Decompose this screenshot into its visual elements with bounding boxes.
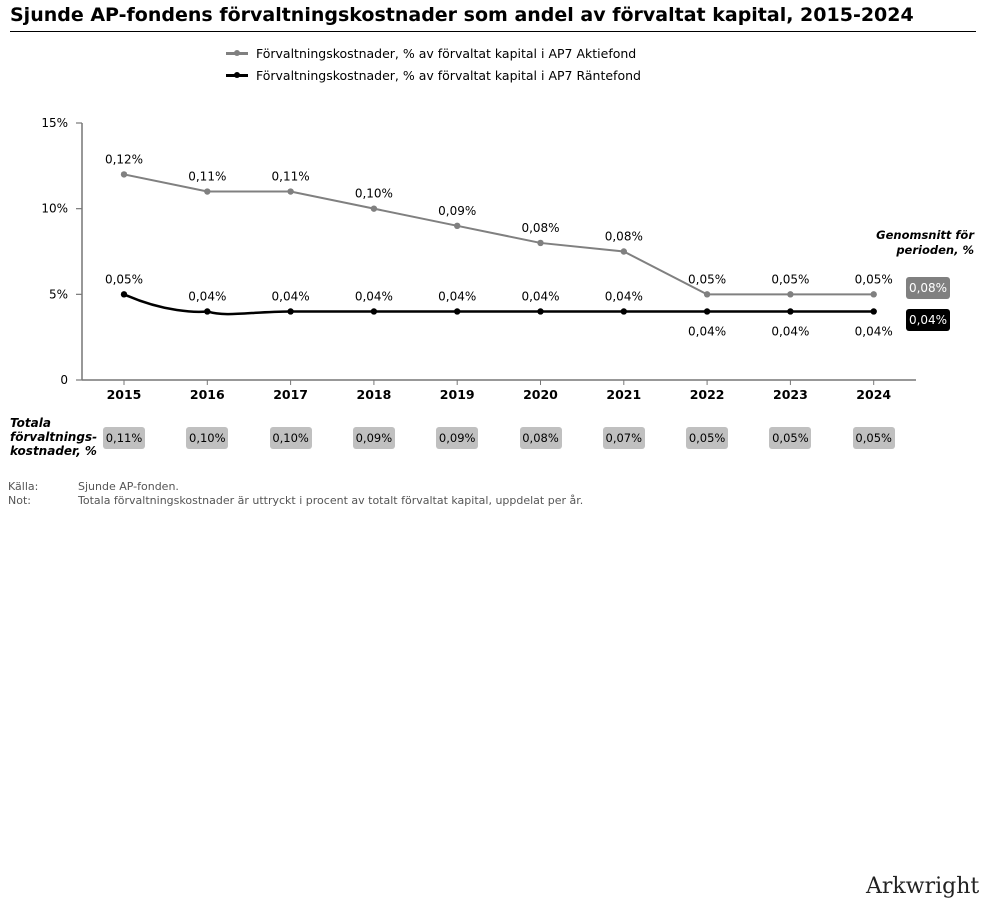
totals-label: Totala förvaltnings- kostnader, % xyxy=(10,416,97,458)
legend-item-aktiefond: Förvaltningskostnader, % av förvaltat ka… xyxy=(226,42,641,64)
total-cost-box: 0,05% xyxy=(852,427,895,449)
total-cost-box: 0,05% xyxy=(769,427,812,449)
data-label-rantefond: 0,04% xyxy=(688,324,726,338)
data-label-rantefond: 0,04% xyxy=(272,289,310,303)
legend-label-rantefond: Förvaltningskostnader, % av förvaltat ka… xyxy=(256,67,641,83)
data-label-aktiefond: 0,10% xyxy=(355,187,393,201)
note-comment: Not: Totala förvaltningskostnader är utt… xyxy=(8,494,583,508)
data-point-aktiefond xyxy=(454,222,461,229)
y-tick-label: 15% xyxy=(41,116,68,130)
totals-label-line: förvaltnings- xyxy=(10,430,98,444)
legend-swatch-rantefond xyxy=(226,70,248,80)
legend-swatch-aktiefond xyxy=(226,48,248,58)
note-source: Källa: Sjunde AP-fonden. xyxy=(8,480,583,494)
series-line-rantefond xyxy=(123,293,874,316)
data-point-aktiefond xyxy=(537,239,544,247)
data-label-rantefond: 0,04% xyxy=(438,289,476,303)
data-point-aktiefond xyxy=(204,188,211,195)
total-cost-box: 0,11% xyxy=(103,427,145,449)
data-point-rantefond xyxy=(120,291,128,298)
data-label-rantefond: 0,04% xyxy=(355,289,393,303)
total-cost-box: 0,07% xyxy=(602,427,645,449)
x-tick-label: 2016 xyxy=(190,387,225,402)
data-point-rantefond xyxy=(454,308,461,315)
arkwright-logo: Arkwright xyxy=(866,874,980,899)
note-source-key: Källa: xyxy=(8,480,39,493)
average-badge-rantefond: 0,04% xyxy=(906,309,950,331)
data-point-rantefond xyxy=(787,308,794,315)
data-point-rantefond xyxy=(537,308,544,315)
data-point-aktiefond xyxy=(287,188,294,195)
x-tick-label: 2019 xyxy=(440,387,475,402)
data-point-rantefond xyxy=(370,308,378,315)
total-cost-box: 0,10% xyxy=(269,427,312,449)
total-cost-box: 0,09% xyxy=(352,427,395,449)
data-label-aktiefond: 0,09% xyxy=(438,204,476,218)
chart-title: Sjunde AP-fondens förvaltningskostnader … xyxy=(10,4,914,26)
note-source-text: Sjunde AP-fonden. xyxy=(78,480,179,493)
x-tick-label: 2021 xyxy=(606,387,641,402)
total-cost-box: 0,10% xyxy=(186,427,229,449)
legend-label-aktiefond: Förvaltningskostnader, % av förvaltat ka… xyxy=(256,45,637,61)
total-cost-box: 0,05% xyxy=(686,427,729,449)
totals-label-line: Totala xyxy=(10,416,51,430)
data-label-rantefond: 0,04% xyxy=(188,289,226,303)
data-label-aktiefond: 0,05% xyxy=(855,272,893,286)
data-label-rantefond: 0,04% xyxy=(521,289,559,303)
data-point-rantefond xyxy=(703,308,711,315)
data-point-aktiefond xyxy=(703,291,711,298)
line-chart: 0 5% 10% 15% 2015 2016 2017 2018 2019 2020 2021 202… xyxy=(41,116,916,402)
x-tick-label: 2020 xyxy=(523,387,558,402)
data-point-aktiefond xyxy=(120,171,128,178)
data-point-rantefond xyxy=(204,308,211,315)
note-comment-key: Not: xyxy=(8,494,31,507)
data-point-rantefond xyxy=(620,308,627,315)
totals-label-line: kostnader, % xyxy=(10,444,97,458)
legend-item-rantefond: Förvaltningskostnader, % av förvaltat ka… xyxy=(226,64,641,86)
data-label-aktiefond: 0,12% xyxy=(105,152,143,166)
data-point-rantefond xyxy=(287,308,294,315)
data-point-aktiefond xyxy=(787,291,794,298)
series-line-aktiefond xyxy=(123,173,874,296)
data-label-aktiefond: 0,08% xyxy=(521,221,559,235)
data-label-rantefond: 0,04% xyxy=(855,324,893,338)
x-tick-label: 2023 xyxy=(773,387,808,402)
x-tick-label: 2015 xyxy=(107,387,142,402)
data-label-rantefond: 0,05% xyxy=(105,272,143,286)
data-label-rantefond: 0,04% xyxy=(605,289,643,303)
data-label-aktiefond: 0,05% xyxy=(688,272,726,286)
y-tick-label: 0 xyxy=(60,373,68,387)
data-point-aktiefond xyxy=(870,291,877,298)
average-badge-aktiefond: 0,08% xyxy=(906,277,950,299)
x-tick-label: 2017 xyxy=(273,387,308,402)
title-divider xyxy=(10,31,976,32)
total-cost-box: 0,09% xyxy=(436,427,479,449)
data-label-aktiefond: 0,11% xyxy=(188,170,226,184)
y-tick-label: 10% xyxy=(41,202,68,216)
y-tick-label: 5% xyxy=(49,287,68,301)
data-label-aktiefond: 0,05% xyxy=(771,272,809,286)
data-point-aktiefond xyxy=(370,205,378,212)
x-tick-label: 2024 xyxy=(856,387,891,402)
data-point-rantefond xyxy=(870,308,877,315)
data-label-rantefond: 0,04% xyxy=(771,324,809,338)
x-tick-label: 2018 xyxy=(357,387,392,402)
data-label-aktiefond: 0,11% xyxy=(272,170,310,184)
notes: Källa: Sjunde AP-fonden. Not: Totala för… xyxy=(8,480,583,508)
total-cost-box: 0,08% xyxy=(519,427,562,449)
data-point-aktiefond xyxy=(620,248,627,255)
legend: Förvaltningskostnader, % av förvaltat ka… xyxy=(226,42,641,86)
average-title: Genomsnitt för perioden, % xyxy=(876,228,974,257)
data-label-aktiefond: 0,08% xyxy=(605,230,643,244)
x-tick-label: 2022 xyxy=(690,387,725,402)
note-comment-text: Totala förvaltningskostnader är uttryckt… xyxy=(78,494,584,507)
